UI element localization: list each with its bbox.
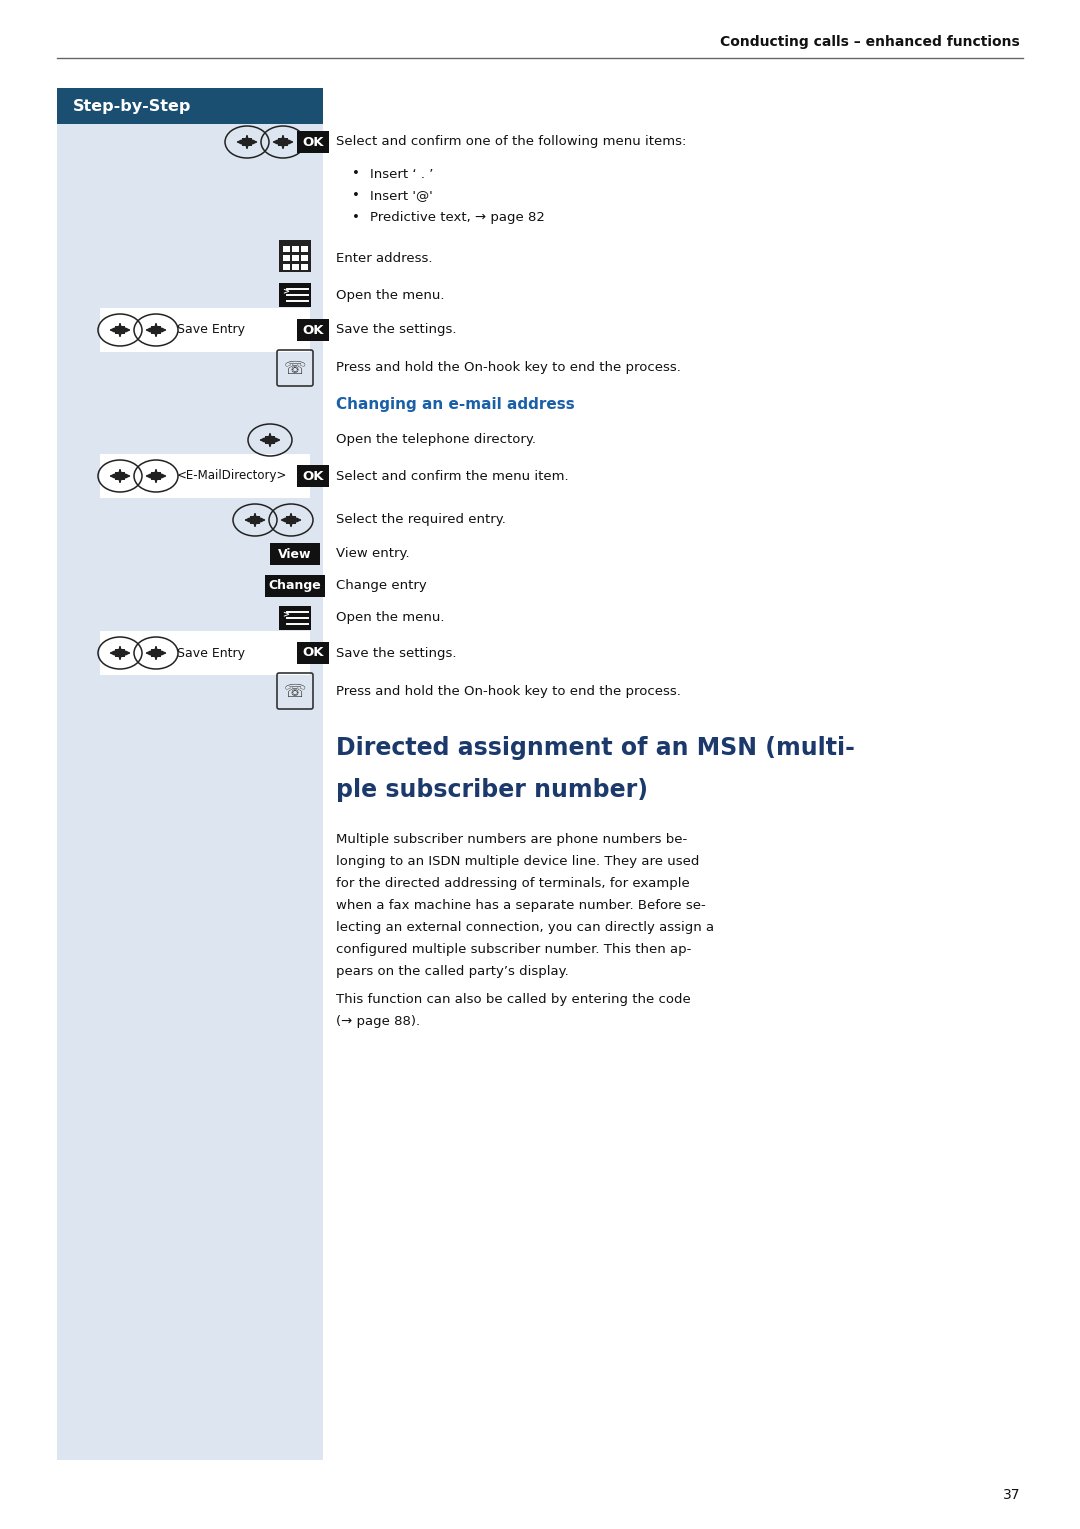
Text: View: View [279,547,312,561]
Bar [114,472,125,480]
Text: •: • [352,190,360,202]
Bar [301,265,308,271]
FancyBboxPatch shape [297,642,329,664]
Text: 37: 37 [1002,1488,1020,1501]
Text: Save Entry: Save Entry [177,324,245,336]
Bar [114,326,125,333]
Text: Select the required entry.: Select the required entry. [336,514,505,526]
Text: ple subscriber number): ple subscriber number) [336,778,648,803]
Text: Select and confirm the menu item.: Select and confirm the menu item. [336,469,569,483]
Bar [242,138,252,145]
Text: OK: OK [302,647,324,659]
Text: Insert ‘ . ’: Insert ‘ . ’ [370,168,433,180]
Text: Change entry: Change entry [336,579,427,593]
FancyBboxPatch shape [297,131,329,153]
Bar [278,138,288,145]
Text: Directed assignment of an MSN (multi-: Directed assignment of an MSN (multi- [336,735,855,760]
Text: Save Entry: Save Entry [177,647,245,659]
Bar [151,326,161,333]
Text: Save the settings.: Save the settings. [336,324,457,336]
Bar [301,246,308,252]
Text: Predictive text, → page 82: Predictive text, → page 82 [370,211,545,225]
Bar [292,255,299,261]
Bar [151,472,161,480]
Text: Open the menu.: Open the menu. [336,289,445,301]
Bar [286,515,296,524]
Text: for the directed addressing of terminals, for example: for the directed addressing of terminals… [336,878,690,890]
Text: longing to an ISDN multiple device line. They are used: longing to an ISDN multiple device line.… [336,856,700,868]
Text: Changing an e-mail address: Changing an e-mail address [336,398,575,413]
Bar [265,436,275,443]
Text: Step-by-Step: Step-by-Step [73,98,191,113]
Text: Enter address.: Enter address. [336,251,432,265]
Text: (→ page 88).: (→ page 88). [336,1015,420,1029]
FancyBboxPatch shape [279,605,311,630]
Text: OK: OK [302,136,324,148]
Bar [292,265,299,271]
Text: Open the telephone directory.: Open the telephone directory. [336,434,536,446]
Text: OK: OK [302,469,324,483]
Bar [292,246,299,252]
Text: Insert '@': Insert '@' [370,190,433,202]
FancyBboxPatch shape [297,320,329,341]
FancyBboxPatch shape [57,89,323,1460]
Text: pears on the called party’s display.: pears on the called party’s display. [336,965,569,979]
FancyBboxPatch shape [279,283,311,307]
Text: Conducting calls – enhanced functions: Conducting calls – enhanced functions [720,35,1020,49]
Text: Multiple subscriber numbers are phone numbers be-: Multiple subscriber numbers are phone nu… [336,833,687,847]
Text: >: > [282,287,289,297]
Text: Press and hold the On-hook key to end the process.: Press and hold the On-hook key to end th… [336,685,680,697]
Text: when a fax machine has a separate number. Before se-: when a fax machine has a separate number… [336,899,705,913]
FancyBboxPatch shape [265,575,325,596]
Text: ☏: ☏ [284,359,307,378]
Text: Press and hold the On-hook key to end the process.: Press and hold the On-hook key to end th… [336,361,680,375]
FancyBboxPatch shape [100,307,310,352]
Text: •: • [352,211,360,225]
Bar [301,255,308,261]
Text: •: • [352,168,360,180]
Text: lecting an external connection, you can directly assign a: lecting an external connection, you can … [336,922,714,934]
Bar [283,246,291,252]
Text: View entry.: View entry. [336,547,409,561]
Bar [283,265,291,271]
Text: Select and confirm one of the following menu items:: Select and confirm one of the following … [336,136,687,148]
Text: OK: OK [302,324,324,336]
Text: This function can also be called by entering the code: This function can also be called by ente… [336,994,691,1006]
FancyBboxPatch shape [100,631,310,674]
Text: <E-MailDirectory>: <E-MailDirectory> [177,469,287,483]
FancyBboxPatch shape [297,465,329,488]
Text: ☏: ☏ [284,683,307,700]
Text: Save the settings.: Save the settings. [336,647,457,659]
Text: configured multiple subscriber number. This then ap-: configured multiple subscriber number. T… [336,943,691,957]
Text: Change: Change [269,579,322,593]
Text: Open the menu.: Open the menu. [336,612,445,624]
FancyBboxPatch shape [279,240,311,272]
FancyBboxPatch shape [100,454,310,498]
Text: >: > [282,610,289,619]
FancyBboxPatch shape [270,543,320,566]
Bar [151,648,161,657]
Bar [249,515,260,524]
Bar [114,648,125,657]
Bar [283,255,291,261]
FancyBboxPatch shape [57,89,323,124]
